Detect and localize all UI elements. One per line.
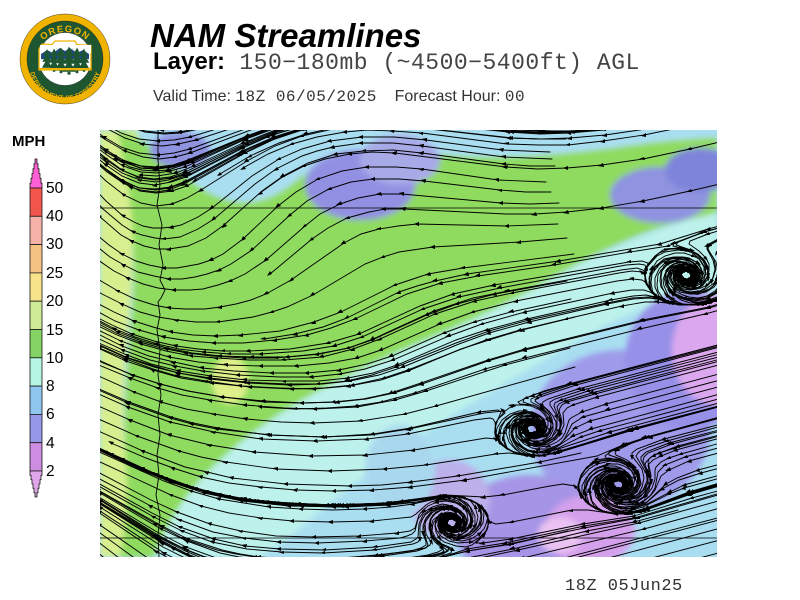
svg-text:15: 15 — [46, 322, 63, 339]
svg-text:40: 40 — [46, 208, 64, 225]
svg-text:50: 50 — [46, 180, 64, 197]
svg-text:25: 25 — [46, 265, 63, 282]
svg-text:MPH: MPH — [12, 133, 45, 150]
svg-text:2: 2 — [46, 463, 55, 480]
svg-text:10: 10 — [46, 350, 64, 367]
svg-text:30: 30 — [46, 236, 64, 253]
svg-text:4: 4 — [46, 435, 55, 452]
svg-text:20: 20 — [46, 293, 64, 310]
svg-text:8: 8 — [46, 378, 55, 395]
svg-text:6: 6 — [46, 406, 55, 423]
